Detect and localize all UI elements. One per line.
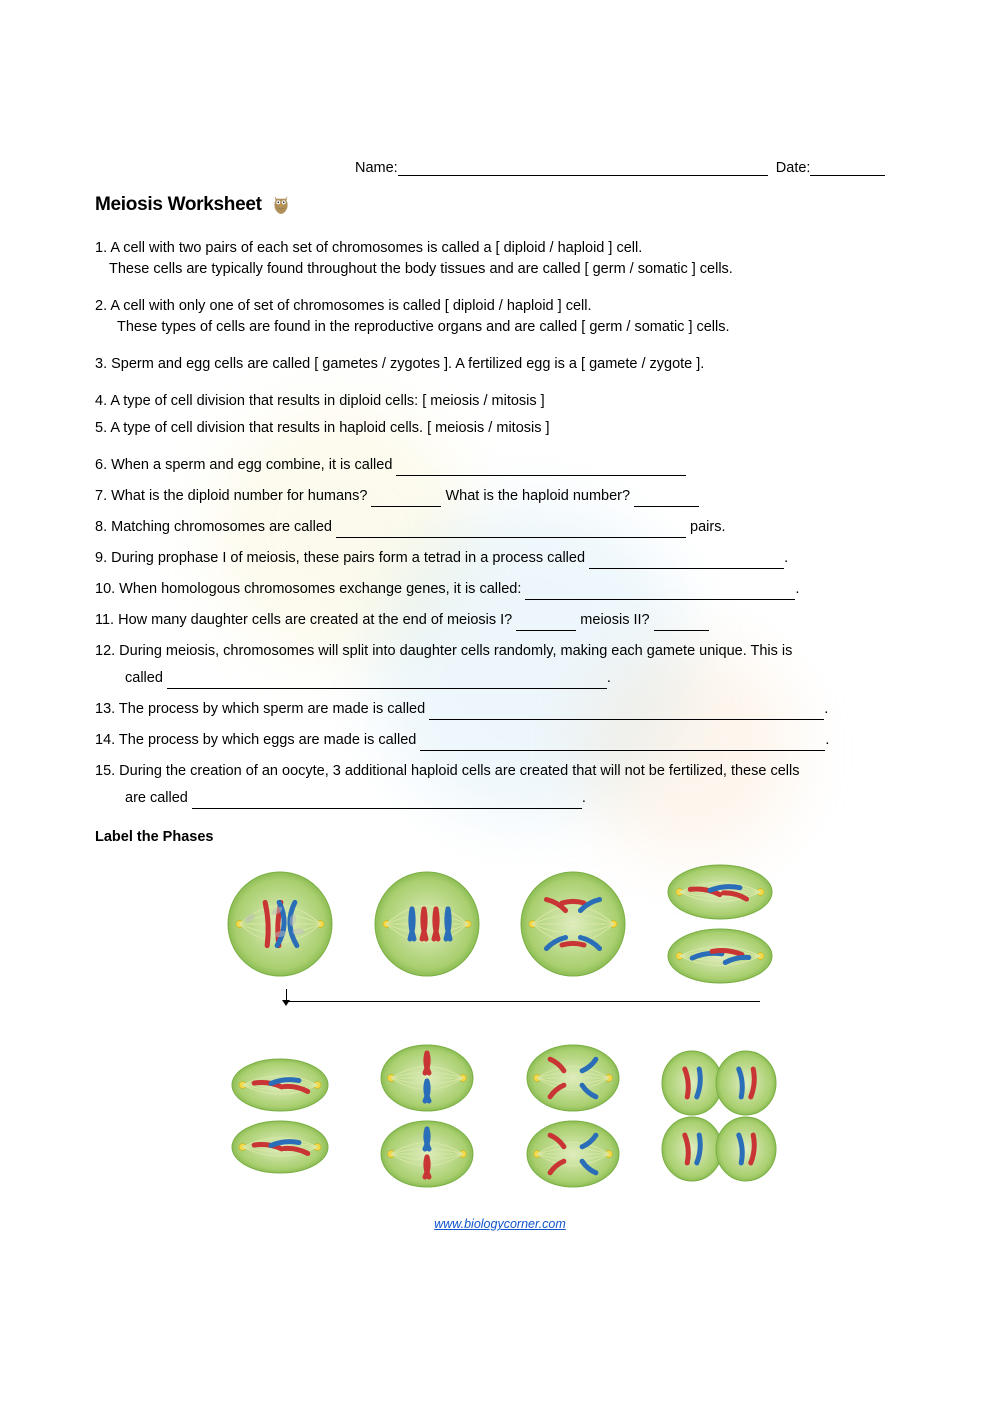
header-name-date: Name: Date: — [355, 160, 905, 176]
blank-q11b[interactable] — [654, 617, 709, 632]
source-link[interactable]: www.biologycorner.com — [434, 1217, 566, 1231]
blank-q12[interactable] — [167, 675, 607, 690]
question-1: 1. A cell with two pairs of each set of … — [95, 238, 905, 280]
question-8: 8. Matching chromosomes are called pairs… — [95, 517, 905, 538]
phase-metaphase-2-a — [367, 1043, 487, 1189]
date-label: Date: — [776, 160, 811, 176]
question-10: 10. When homologous chromosomes exchange… — [95, 579, 905, 600]
page-title: Meiosis Worksheet — [95, 194, 262, 216]
blank-q11a[interactable] — [516, 617, 576, 632]
meiosis-diagram — [220, 863, 780, 1189]
arrow-meiosis-2 — [226, 991, 774, 1013]
question-12: 12. During meiosis, chromosomes will spl… — [95, 641, 905, 689]
blank-q13[interactable] — [429, 706, 824, 721]
blank-q15[interactable] — [192, 795, 582, 810]
phase-telophase-2-a — [660, 1049, 780, 1184]
phase-metaphase-1 — [367, 869, 487, 979]
question-13: 13. The process by which sperm are made … — [95, 699, 905, 720]
phase-telophase-1 — [660, 863, 780, 985]
question-list: 1. A cell with two pairs of each set of … — [95, 238, 905, 809]
name-label: Name: — [355, 160, 398, 176]
question-9: 9. During prophase I of meiosis, these p… — [95, 548, 905, 569]
footer: www.biologycorner.com — [95, 1215, 905, 1233]
question-11: 11. How many daughter cells are created … — [95, 610, 905, 631]
date-blank[interactable] — [810, 162, 885, 177]
section-label-phases: Label the Phases — [95, 829, 905, 845]
blank-q10[interactable] — [525, 586, 795, 601]
question-2: 2. A cell with only one of set of chromo… — [95, 296, 905, 338]
question-14: 14. The process by which eggs are made i… — [95, 730, 905, 751]
blank-q14[interactable] — [420, 737, 825, 752]
blank-q7a[interactable] — [371, 493, 441, 508]
phase-prophase-2-a — [220, 1057, 340, 1175]
name-blank[interactable] — [398, 162, 768, 177]
blank-q7b[interactable] — [634, 493, 699, 508]
question-6: 6. When a sperm and egg combine, it is c… — [95, 455, 905, 476]
blank-q9[interactable] — [589, 555, 784, 570]
question-15: 15. During the creation of an oocyte, 3 … — [95, 761, 905, 809]
phase-anaphase-1 — [513, 869, 633, 979]
phase-prophase-1 — [220, 869, 340, 979]
question-3: 3. Sperm and egg cells are called [ game… — [95, 354, 905, 375]
blank-q8[interactable] — [336, 524, 686, 539]
blank-q6[interactable] — [396, 462, 686, 477]
owl-icon — [272, 194, 290, 216]
question-5: 5. A type of cell division that results … — [95, 418, 905, 439]
question-4: 4. A type of cell division that results … — [95, 391, 905, 412]
phase-anaphase-2-a — [513, 1043, 633, 1189]
question-7: 7. What is the diploid number for humans… — [95, 486, 905, 507]
